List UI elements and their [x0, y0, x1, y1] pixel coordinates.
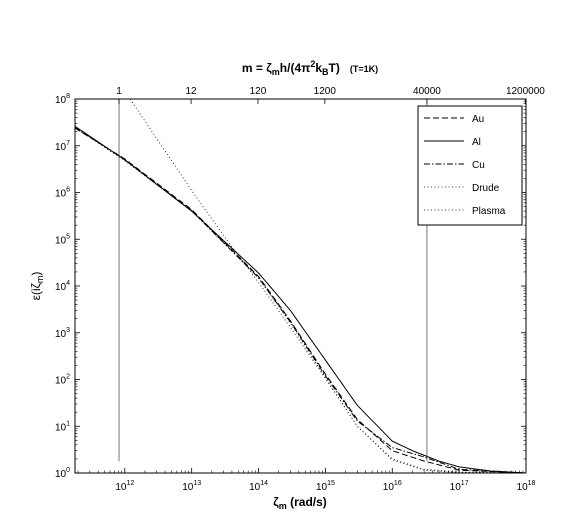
y-tick-label-0: 100	[55, 467, 70, 480]
series-line-au	[75, 127, 526, 473]
x-axis-label: ζm (rad/s)	[273, 495, 327, 511]
y-tick-label-7: 107	[55, 140, 70, 153]
x-tick-label-16: 1016	[383, 480, 402, 493]
y-tick-label-1: 101	[55, 420, 70, 433]
y-tick-label-8: 108	[55, 93, 70, 106]
legend-label-au: Au	[472, 114, 484, 125]
series-line-cu	[75, 126, 526, 473]
x-tick-label-18: 1018	[517, 480, 536, 493]
top-tick-label-5: 40000	[413, 86, 441, 97]
legend-label-cu: Cu	[472, 160, 485, 171]
y-tick-label-5: 105	[55, 233, 70, 246]
top-tick-label-1: 1	[116, 86, 122, 97]
x-tick-label-14: 1014	[249, 480, 268, 493]
legend-label-drude: Drude	[472, 183, 500, 194]
series-line-drude	[75, 127, 526, 473]
legend: Au Al Cu Drude Plasma	[417, 105, 523, 226]
top-tick-label-6: 1200000	[506, 86, 545, 97]
plot-area: 1012 1013 1014 1015 1016 1017 1018 100 101 102 103…	[55, 86, 545, 493]
legend-label-plasma: Plasma	[472, 206, 506, 217]
y-tick-label-3: 103	[55, 327, 70, 340]
top-tick-label-4: 1200	[314, 86, 337, 97]
x-tick-label-15: 1015	[316, 480, 335, 493]
top-tick-label-2: 12	[186, 86, 198, 97]
legend-box	[417, 105, 523, 226]
y-axis-label: ε(iζm)	[29, 272, 45, 301]
y-tick-label-6: 106	[55, 187, 70, 200]
x-tick-label-13: 1013	[182, 480, 201, 493]
top-axis-title: m = ζmh/(4π2kBT) (T=1K)	[242, 59, 378, 77]
y-tick-label-4: 104	[55, 280, 70, 293]
legend-label-al: Al	[472, 137, 481, 148]
top-tick-label-3: 120	[250, 86, 267, 97]
y-tick-label-2: 102	[55, 374, 70, 387]
x-tick-label-12: 1012	[115, 480, 134, 493]
x-tick-label-17: 1017	[450, 480, 469, 493]
series-line-plasma	[129, 99, 526, 473]
